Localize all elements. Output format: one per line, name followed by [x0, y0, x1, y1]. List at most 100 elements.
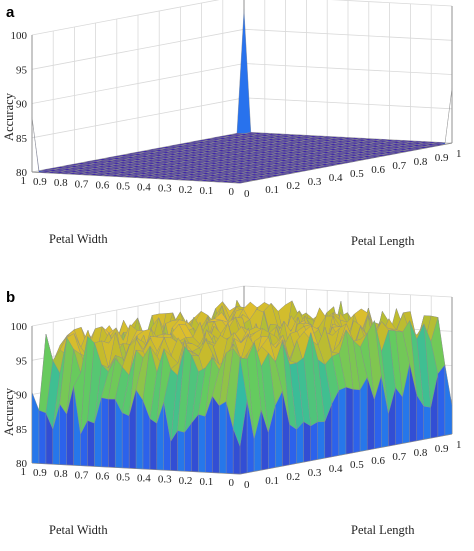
y-tick-label: 0.8 [414, 447, 428, 459]
y-axis-title-a: Petal Length [351, 234, 415, 248]
x-tick-label: 0.4 [137, 182, 151, 194]
x-tick-label: 0.3 [158, 183, 172, 195]
surface-skirt [135, 389, 144, 470]
x-tick-label: 0 [229, 477, 235, 489]
surface-skirt [149, 418, 157, 470]
surface-skirt [177, 430, 185, 472]
y-tick-label: 1 [456, 439, 462, 451]
z-tick-label: 80 [16, 458, 28, 470]
surface-skirt [317, 421, 325, 460]
wall-grid-line [31, 0, 453, 36]
z-tick-label: 85 [16, 133, 28, 145]
panel-b: b 80 85 90 95 100 0 0.1 0.2 0.3 0.4 0.5 0.6 0.7 0.8 0.… [2, 285, 462, 537]
x-tick-label: 1 [21, 466, 27, 478]
y-tick-label: 0.5 [350, 168, 364, 180]
x-axis-title-a: Petal Width [49, 232, 108, 246]
x-tick-label: 0 [229, 186, 235, 198]
surface-skirt [338, 386, 347, 456]
y-tick-label: 0.7 [392, 160, 406, 172]
z-tick-label: 80 [16, 167, 28, 179]
surface-skirt [38, 410, 47, 464]
surface-skirt [212, 395, 220, 474]
surface-patch [233, 181, 248, 184]
z-tick-label: 85 [16, 424, 28, 436]
x-tick-label: 0.1 [199, 185, 213, 197]
surface-skirt [359, 376, 368, 452]
surface-skirt [108, 398, 116, 468]
x-tick-label: 0.7 [75, 469, 89, 481]
panel-label-b: b [6, 289, 15, 306]
x-tick-label: 0.8 [54, 468, 68, 480]
surface-skirt [423, 405, 431, 440]
x-tick-label: 0.6 [95, 470, 109, 482]
x-tick-label: 0.7 [75, 178, 89, 190]
y-tick-label: 0.7 [392, 451, 406, 463]
x-tick-label: 0.6 [95, 179, 109, 191]
y-tick-label: 0.6 [371, 164, 385, 176]
panel-a: a 80 85 90 95 100 0 0.1 0.2 0.3 0.4 0.5 0.6 0.7 0.8 0.… [2, 0, 462, 248]
x-tick-label: 0.8 [54, 177, 68, 189]
surface-skirt [219, 401, 227, 474]
ticks-b: 80 85 90 95 100 0 0.1 0.2 0.3 0.4 0.5 0.6 0.7 0.8 0.9 1… [11, 321, 462, 491]
y-tick-label: 0.4 [329, 463, 343, 475]
x-axis-title-b: Petal Width [49, 523, 108, 537]
surface-skirt [303, 421, 311, 463]
z-axis-title-b: Accuracy [2, 387, 16, 436]
surface-skirt [437, 364, 446, 437]
z-axis-title-a: Accuracy [2, 92, 16, 141]
surface-skirt [87, 420, 95, 467]
y-tick-label: 0.2 [286, 471, 300, 483]
y-tick-label: 0.4 [329, 172, 343, 184]
y-axis-title-b: Petal Length [351, 523, 415, 537]
y-tick-label: 0.1 [265, 475, 279, 487]
surface-b [31, 299, 453, 475]
y-tick-label: 0.5 [350, 459, 364, 471]
x-tick-label: 1 [21, 175, 27, 187]
surface-skirt [191, 414, 199, 472]
z-tick-label: 100 [11, 30, 28, 42]
surface-skirt [310, 421, 318, 461]
y-tick-label: 0.9 [435, 152, 449, 164]
x-tick-label: 0.9 [33, 176, 47, 188]
z-tick-label: 90 [16, 99, 28, 111]
surface-skirt [296, 421, 304, 464]
x-tick-label: 0.5 [116, 181, 130, 193]
x-tick-label: 0.4 [137, 473, 151, 485]
surface-patch [31, 117, 47, 173]
z-tick-label: 90 [16, 390, 28, 402]
surface-skirt [345, 386, 354, 455]
y-tick-label: 0.2 [286, 180, 300, 192]
y-tick-label: 0.3 [308, 176, 322, 188]
surface-skirt [352, 389, 361, 453]
x-tick-label: 0.2 [179, 475, 193, 487]
y-tick-label: 0 [244, 188, 250, 200]
x-tick-label: 0.3 [158, 474, 172, 486]
surface-patch [236, 8, 252, 134]
surface-skirt [59, 403, 67, 465]
z-tick-label: 95 [16, 64, 28, 76]
surface-skirt [444, 364, 453, 436]
x-tick-label: 0.9 [33, 467, 47, 479]
y-tick-label: 0.6 [371, 455, 385, 467]
ticks-a: 80 85 90 95 100 0 0.1 0.2 0.3 0.4 0.5 0.6 0.7 0.8 0.9 1… [11, 30, 462, 200]
y-tick-label: 0.8 [414, 156, 428, 168]
surface-skirt [198, 414, 206, 473]
y-tick-label: 0.3 [308, 467, 322, 479]
y-tick-label: 0.1 [265, 184, 279, 196]
surface-patch [437, 88, 453, 145]
surface-skirt [31, 392, 40, 464]
surface-skirt [121, 412, 130, 469]
x-tick-label: 0.2 [179, 184, 193, 196]
surface-skirt [289, 424, 297, 465]
z-tick-label: 100 [11, 321, 28, 333]
panel-label-a: a [6, 4, 15, 21]
surface-skirt [101, 397, 109, 468]
x-tick-label: 0.1 [199, 476, 213, 488]
x-tick-label: 0.5 [116, 472, 130, 484]
y-tick-label: 0 [244, 479, 250, 491]
surface-skirt [395, 387, 403, 445]
z-tick-label: 95 [16, 355, 28, 367]
y-tick-label: 1 [456, 148, 462, 160]
surface-a [31, 8, 453, 184]
